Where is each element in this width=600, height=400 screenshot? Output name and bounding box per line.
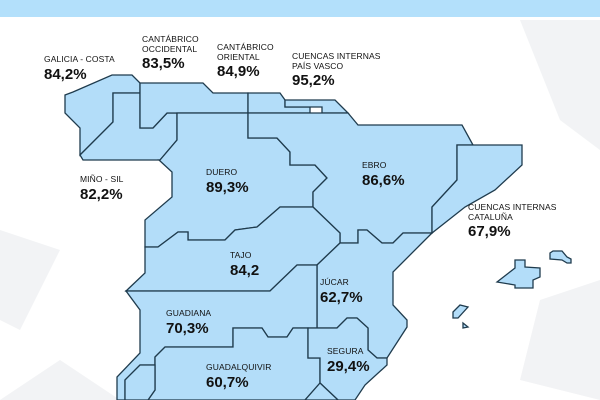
label-galicia-costa: GALICIA - COSTA 84,2% bbox=[44, 54, 115, 83]
basin-value: 89,3% bbox=[206, 178, 249, 196]
label-jucar: JÚCAR 62,7% bbox=[320, 277, 363, 306]
region-pais-vasco[interactable] bbox=[284, 99, 350, 114]
label-duero: DUERO 89,3% bbox=[206, 167, 249, 196]
label-cantabrico-oriental: CANTÁBRICO ORIENTAL 84,9% bbox=[217, 42, 274, 80]
island-formentera[interactable] bbox=[462, 321, 470, 329]
label-cantabrico-occidental: CANTÁBRICO OCCIDENTAL 83,5% bbox=[142, 34, 199, 72]
basin-value: 29,4% bbox=[327, 357, 370, 375]
region-mediterranea-andaluza[interactable] bbox=[304, 382, 339, 400]
basin-name: CANTÁBRICO OCCIDENTAL bbox=[142, 34, 199, 54]
island-mallorca[interactable] bbox=[495, 259, 541, 289]
basin-name: TAJO bbox=[230, 250, 252, 260]
basin-name: CUENCAS INTERNAS PAÍS VASCO bbox=[292, 51, 381, 71]
basin-value: 83,5% bbox=[142, 55, 185, 72]
label-guadiana: GUADIANA 70,3% bbox=[166, 308, 212, 337]
basin-name: GUADIANA bbox=[166, 308, 212, 318]
basin-value: 62,7% bbox=[320, 288, 363, 306]
basin-value: 70,3% bbox=[166, 319, 209, 337]
basin-value: 95,2% bbox=[292, 72, 335, 89]
island-menorca[interactable] bbox=[549, 250, 572, 264]
label-pais-vasco: CUENCAS INTERNAS PAÍS VASCO 95,2% bbox=[292, 51, 381, 89]
basin-name: SEGURA bbox=[327, 346, 364, 356]
basin-value: 60,7% bbox=[206, 373, 249, 391]
region-segura[interactable] bbox=[307, 317, 388, 400]
basin-name: GALICIA - COSTA bbox=[44, 54, 115, 64]
basin-name: EBRO bbox=[362, 160, 387, 170]
basin-name: CUENCAS INTERNAS CATALUÑA bbox=[468, 202, 557, 222]
basin-value: 67,9% bbox=[468, 223, 511, 240]
basin-name: MIÑO - SIL bbox=[80, 174, 124, 184]
label-guadalquivir: GUADALQUIVIR 60,7% bbox=[206, 362, 272, 391]
label-mino-sil: MIÑO - SIL 82,2% bbox=[80, 174, 124, 203]
background-shapes bbox=[0, 20, 600, 400]
top-banner bbox=[0, 0, 600, 17]
label-cataluna: CUENCAS INTERNAS CATALUÑA 67,9% bbox=[468, 202, 557, 240]
basin-value: 84,9% bbox=[217, 63, 260, 80]
basin-value: 84,2 bbox=[230, 261, 260, 279]
basin-name: GUADALQUIVIR bbox=[206, 362, 272, 372]
label-segura: SEGURA 29,4% bbox=[327, 346, 370, 375]
basin-name: CANTÁBRICO ORIENTAL bbox=[217, 42, 274, 62]
basin-name: DUERO bbox=[206, 167, 238, 177]
region-cataluna[interactable] bbox=[431, 144, 523, 235]
region-tinto-odiel-piedras[interactable] bbox=[124, 364, 156, 400]
basin-value: 86,6% bbox=[362, 171, 405, 189]
island-ibiza[interactable] bbox=[452, 304, 470, 319]
label-tajo: TAJO 84,2 bbox=[230, 250, 260, 279]
basin-value: 82,2% bbox=[80, 185, 123, 203]
basin-name: JÚCAR bbox=[320, 277, 349, 287]
label-ebro: EBRO 86,6% bbox=[362, 160, 405, 189]
basin-value: 84,2% bbox=[44, 65, 87, 83]
